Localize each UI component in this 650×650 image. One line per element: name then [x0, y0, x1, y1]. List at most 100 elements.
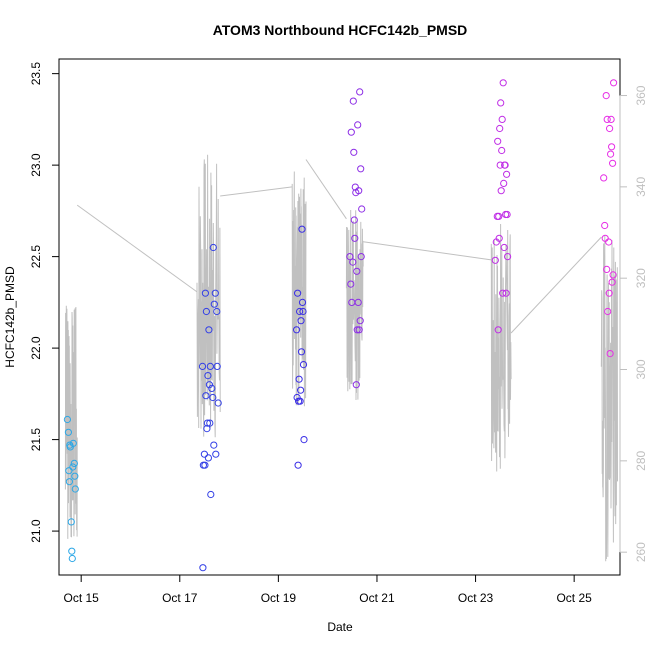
- data-point: [494, 137, 502, 145]
- data-point: [198, 362, 207, 370]
- data-point: [203, 425, 211, 433]
- data-point: [605, 289, 613, 297]
- y2-tick-label: 340: [634, 177, 648, 197]
- data-point: [297, 386, 305, 394]
- data-point: [346, 253, 354, 261]
- plot-frame: [58, 58, 621, 576]
- altitude-trace: [64, 154, 618, 562]
- x-tick-label: Oct 19: [261, 591, 297, 605]
- data-point: [352, 381, 360, 389]
- x-tick-label: Oct 15: [64, 591, 100, 605]
- data-point: [210, 300, 218, 308]
- data-point: [300, 436, 308, 444]
- data-point: [203, 419, 211, 427]
- data-point: [607, 115, 615, 124]
- y2-axis: 260 280 300 320 340 360: [619, 85, 648, 562]
- trace-burst: [600, 235, 618, 562]
- data-point: [602, 92, 610, 100]
- data-point: [496, 161, 504, 169]
- data-point: [204, 454, 212, 462]
- y2-tick-label: 300: [634, 359, 648, 379]
- data-point: [347, 128, 355, 136]
- data-point: [603, 265, 611, 273]
- x-axis: Oct 15 Oct 17 Oct 19 Oct 21 Oct 23 Oct 25: [64, 574, 592, 605]
- data-point: [202, 392, 210, 400]
- data-point: [502, 289, 510, 297]
- x-tick-label: Oct 23: [458, 591, 494, 605]
- data-point: [495, 234, 503, 242]
- data-points: [63, 79, 618, 572]
- data-point: [297, 317, 305, 325]
- data-point: [607, 150, 615, 158]
- data-point: [497, 187, 505, 195]
- chart-title: ATOM3 Northbound HCFC142b_PMSD: [213, 22, 468, 38]
- data-point: [68, 547, 76, 555]
- data-point: [357, 165, 365, 173]
- data-point: [206, 419, 214, 427]
- data-point: [299, 361, 308, 369]
- data-point: [503, 210, 511, 219]
- data-point: [501, 161, 509, 169]
- y-tick-label: 21.0: [29, 519, 43, 543]
- data-point: [349, 258, 357, 266]
- data-point: [499, 79, 507, 87]
- data-point: [347, 280, 355, 288]
- data-point: [351, 234, 359, 242]
- y2-tick-label: 260: [634, 542, 648, 562]
- data-point: [496, 124, 504, 133]
- data-point: [494, 326, 502, 334]
- data-point: [210, 441, 218, 449]
- data-point: [213, 362, 221, 370]
- trace-burst: [291, 171, 307, 407]
- data-point: [354, 121, 362, 129]
- y-axis-label: HCFC142b_PMSD: [3, 266, 17, 368]
- y2-tick-label: 360: [634, 85, 648, 105]
- data-point: [65, 478, 74, 486]
- data-point: [204, 372, 212, 380]
- data-point: [69, 439, 77, 447]
- y-tick-label: 22.5: [29, 245, 43, 269]
- data-point: [498, 146, 506, 155]
- data-point: [71, 472, 79, 480]
- data-point: [206, 362, 214, 370]
- data-point: [212, 450, 220, 458]
- data-point: [205, 381, 213, 389]
- data-point: [353, 267, 361, 275]
- data-point: [214, 399, 222, 407]
- data-point: [70, 459, 78, 467]
- data-point: [354, 298, 362, 306]
- data-point: [208, 384, 216, 392]
- data-point: [356, 88, 364, 96]
- data-point: [600, 174, 608, 182]
- data-point: [295, 375, 303, 383]
- data-point: [65, 467, 73, 475]
- data-point: [298, 298, 307, 306]
- trace-burst: [64, 305, 78, 539]
- data-point: [293, 326, 301, 334]
- data-point: [499, 289, 507, 297]
- data-point: [207, 490, 215, 499]
- data-point: [355, 187, 363, 195]
- y2-tick-label: 320: [634, 268, 648, 288]
- data-point: [201, 289, 209, 297]
- data-point: [500, 243, 508, 252]
- data-point: [299, 307, 307, 316]
- data-point: [296, 307, 304, 316]
- x-tick-label: Oct 25: [556, 591, 592, 605]
- data-point: [610, 79, 618, 87]
- data-point: [213, 307, 221, 316]
- data-point: [200, 450, 208, 458]
- y-tick-label: 23.5: [29, 62, 43, 86]
- data-point: [294, 461, 302, 469]
- trace-connector: [510, 236, 602, 334]
- data-point: [350, 148, 358, 156]
- data-point: [68, 554, 76, 563]
- data-point: [491, 256, 499, 264]
- data-point: [297, 348, 306, 356]
- data-point: [296, 397, 304, 405]
- trace-connector: [305, 159, 347, 220]
- trace-connector: [363, 241, 492, 261]
- data-point: [199, 564, 207, 572]
- y2-tick-label: 280: [634, 451, 648, 471]
- data-point: [298, 225, 306, 233]
